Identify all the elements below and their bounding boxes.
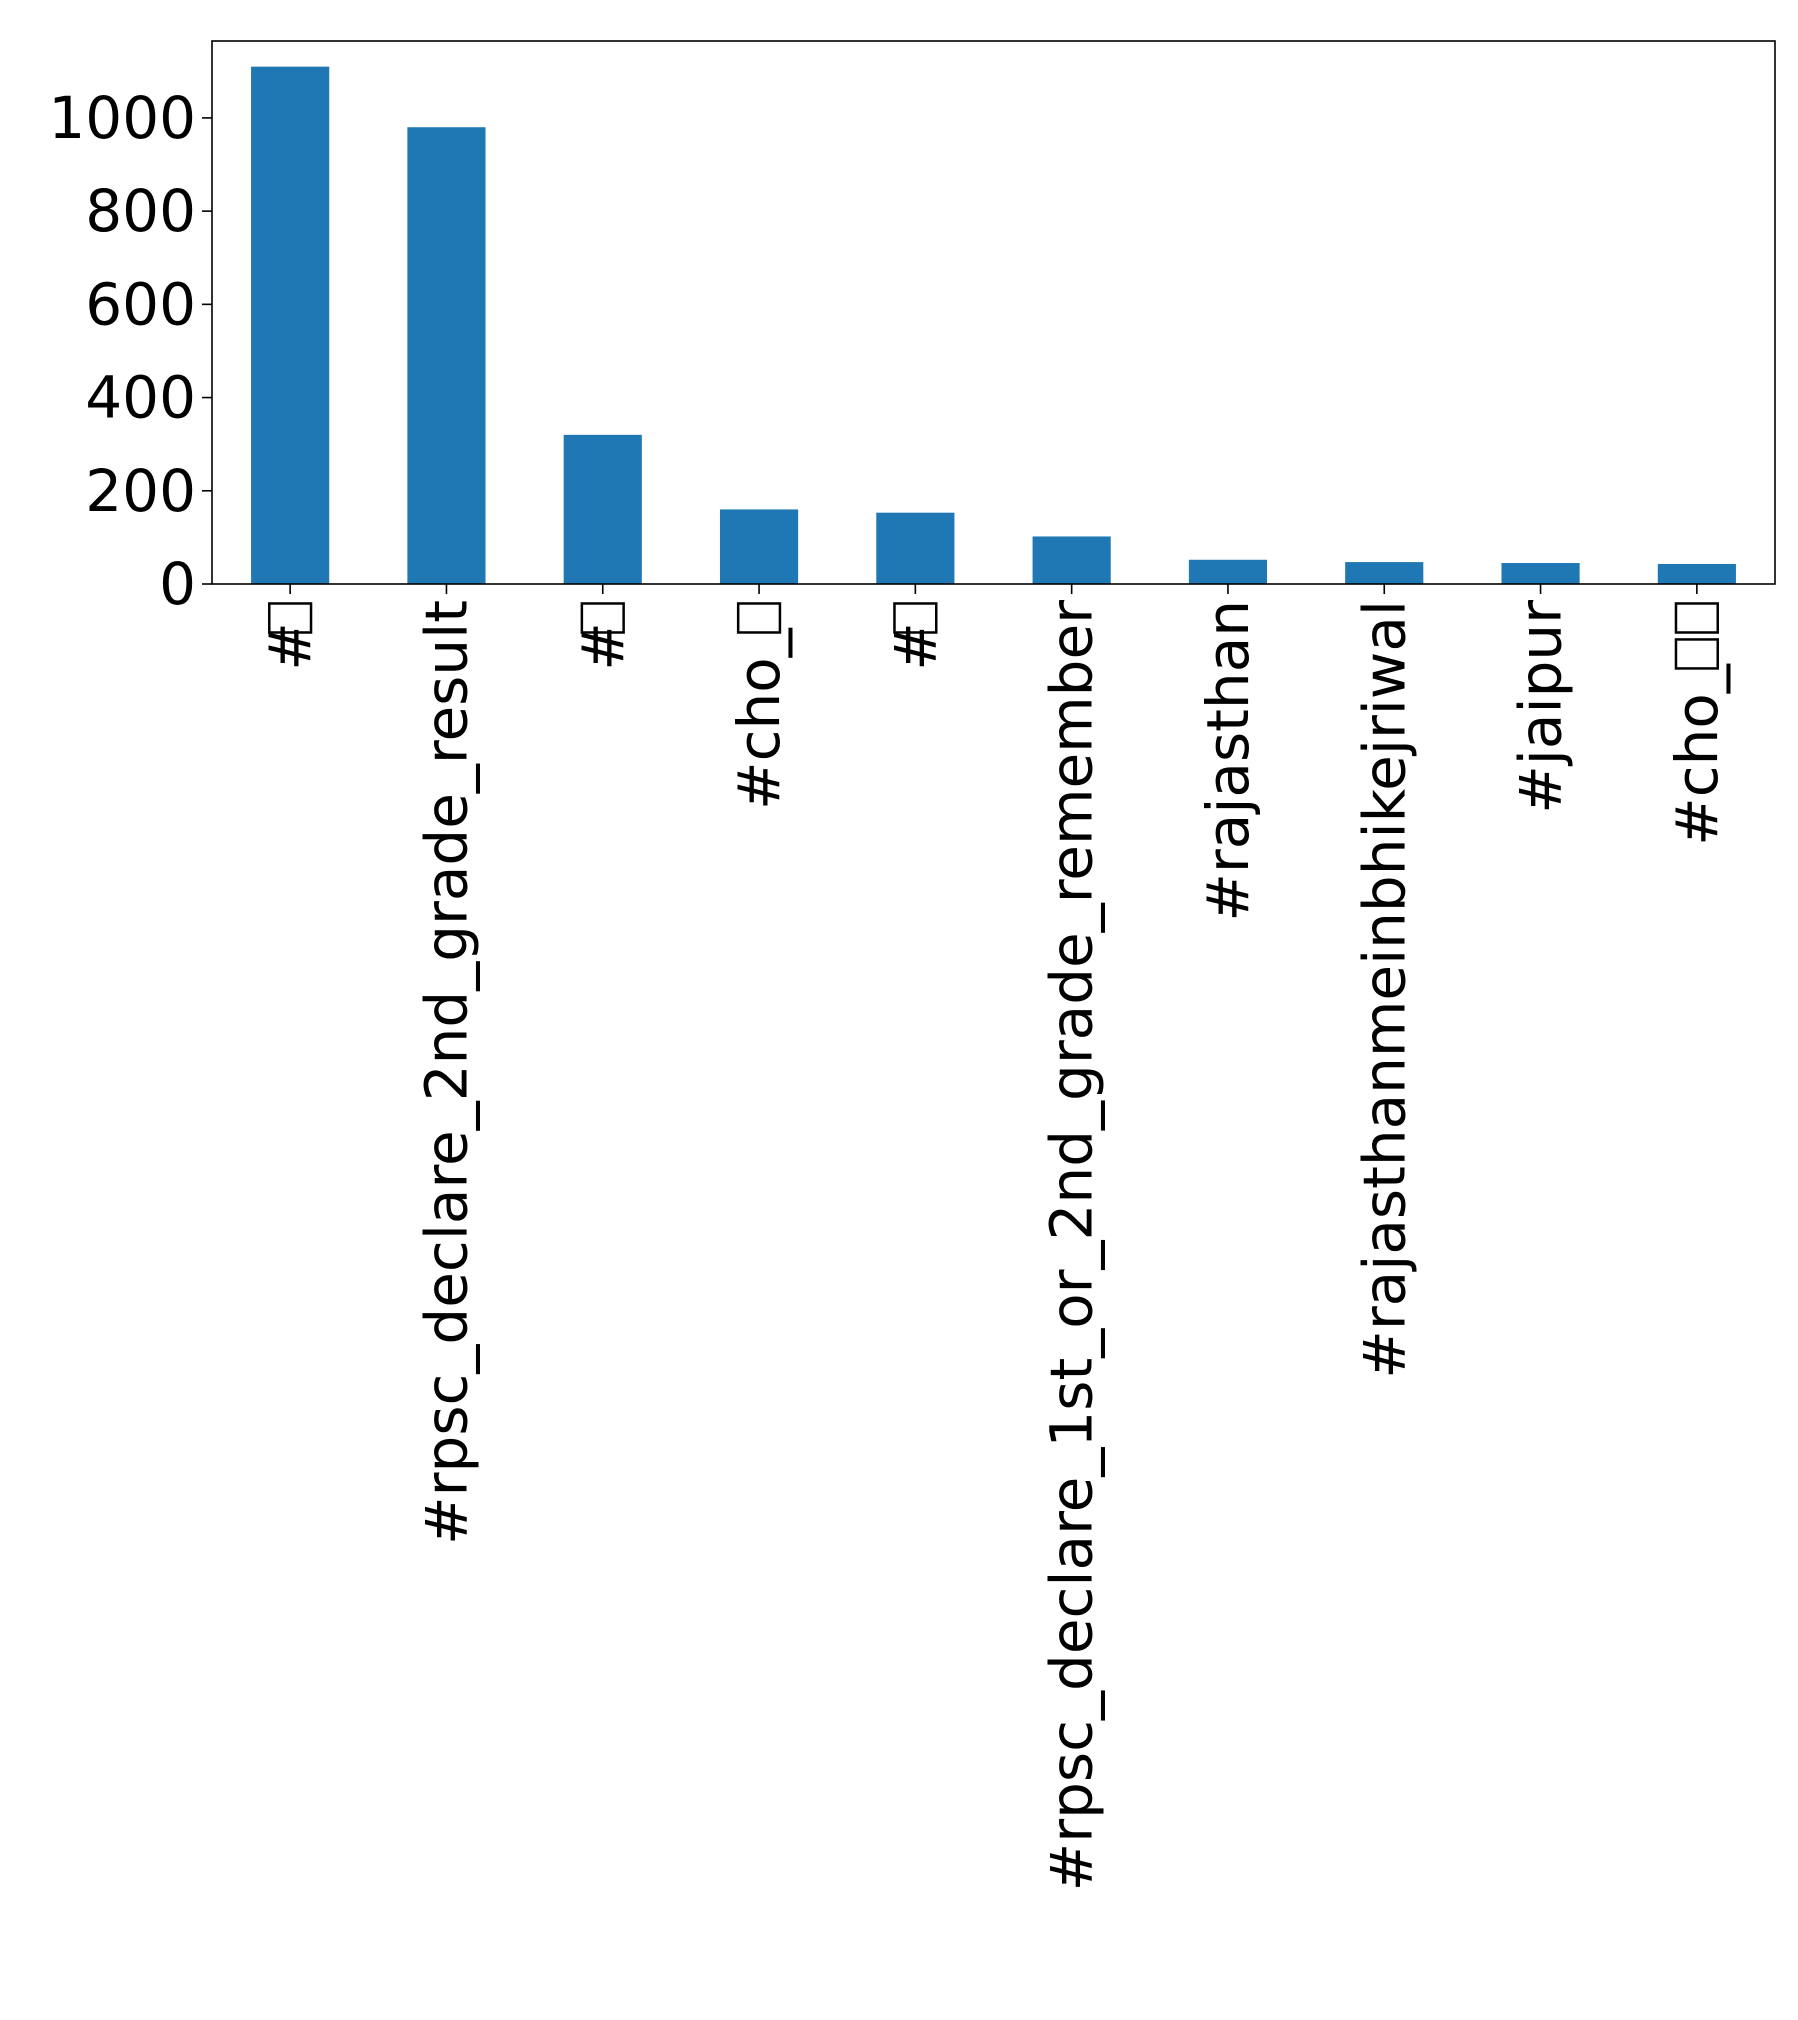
x-tick-label: #▯ [256,600,324,681]
y-tick-label: 0 [159,550,196,618]
y-tick-label: 800 [85,177,196,245]
x-tick-label-text: # [569,622,637,671]
missing-glyph-box [893,602,938,634]
x-tick-label-group: #rpsc_declare_2nd_grade_result [412,600,480,1545]
bar-1 [251,66,330,584]
x-tick-label: #▯ [881,600,949,681]
x-tick-label-text: #cho_ [725,627,793,810]
y-tick-label: 400 [85,364,196,432]
missing-glyph-box [268,602,313,634]
y-tick-label: 1000 [48,84,196,152]
x-tick-label: #▯ [569,600,637,681]
x-tick-label: #jaipur [1507,600,1575,814]
x-tick-label-group: #rpsc_declare_1st_or_2nd_grade_remember [1038,600,1106,1891]
missing-glyph-box [1674,638,1719,670]
bar-8 [1345,562,1424,584]
bar-9 [1501,563,1580,584]
x-tick-label-text: # [881,622,949,671]
bar-6 [1032,536,1111,584]
x-tick-label: #rajasthanmeinbhikejriwal [1350,600,1418,1379]
x-axis: ##▯ #rpsc_declare_2nd_grade_result ##▯ #cho… [256,584,1731,1891]
x-tick-label: #rpsc_declare_1st_or_2nd_grade_remember [1038,600,1106,1891]
x-tick-label-group: ##▯ [256,600,324,681]
plot-frame [211,40,1776,585]
bar-5 [876,512,955,584]
bar-4 [719,509,799,584]
bar-2 [407,127,486,584]
x-tick-label-group: ##▯ [881,600,949,681]
x-tick-label-group: #cho_#cho_▯ [725,600,793,814]
missing-glyph-box [736,602,782,634]
bar-3 [563,434,642,584]
x-tick-label-text: # [256,622,324,671]
x-tick-label-text: #cho_ [1663,663,1731,846]
x-tick-label: #rpsc_declare_2nd_grade_result [412,600,480,1545]
bar-7 [1188,559,1268,584]
bar-10 [1657,563,1736,584]
x-tick-label: #rajasthan [1194,600,1262,922]
x-tick-label-group: #rajasthan [1194,600,1262,922]
y-axis: 0 200 400 600 800 1000 [48,84,212,618]
missing-glyph-box [1674,602,1719,634]
x-tick-label-group: #jaipur [1507,600,1575,814]
x-tick-label-group: #rajasthanmeinbhikejriwal [1350,600,1418,1379]
missing-glyph-box [580,602,625,634]
y-tick-label: 600 [85,270,196,338]
bars-layer [251,66,1736,584]
x-tick-label: #cho_▯ [725,600,793,814]
x-tick-label-group: ##▯ [569,600,637,681]
y-tick-label: 200 [85,457,196,525]
x-tick-label-group: #cho_#cho_▯▯ [1663,600,1731,846]
x-tick-label: #cho_▯▯ [1663,600,1731,846]
